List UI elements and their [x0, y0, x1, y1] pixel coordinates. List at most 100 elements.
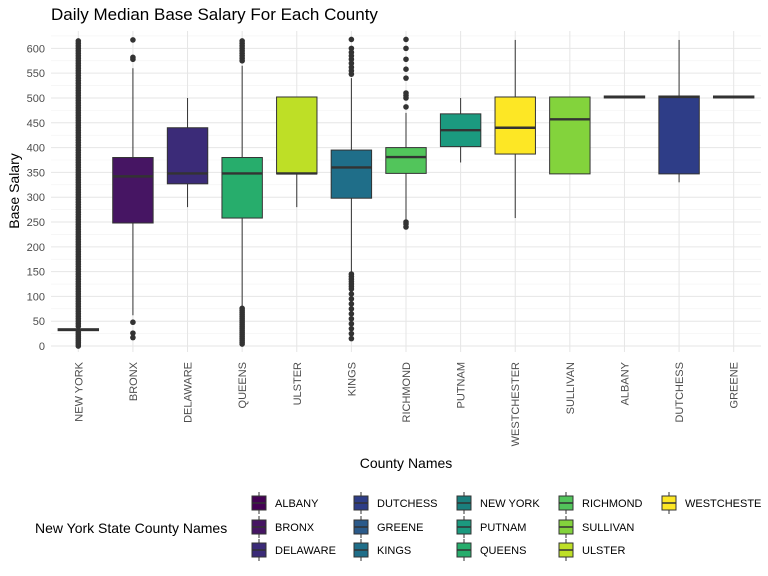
outlier-point — [403, 56, 409, 63]
y-tick-label: 250 — [27, 217, 45, 229]
outlier-point — [75, 329, 82, 335]
legend-item: DELAWARE — [251, 539, 336, 561]
x-tick-label: GREENE — [729, 362, 741, 408]
x-tick-label: KINGS — [346, 362, 358, 396]
box-iqr — [385, 147, 427, 174]
legend: ALBANY BRONX DELAWARE DUTCHESS GREENE KINGS NE… — [251, 492, 761, 561]
x-axis-ticks: NEW YORK BRONX DELAWARE QUEENS ULSTER KINGS RI… — [73, 361, 740, 446]
x-tick-label: WESTCHESTER — [510, 362, 522, 446]
outlier-point — [130, 330, 136, 336]
outlier-point — [130, 334, 136, 341]
legend-label: BRONX — [275, 522, 315, 534]
legend-label: QUEENS — [480, 545, 526, 557]
outlier-point — [348, 325, 355, 332]
legend-item: PUTNAM — [456, 516, 526, 538]
box-albany — [603, 95, 646, 99]
legend-item: BRONX — [251, 516, 315, 538]
outlier-point — [348, 306, 355, 312]
y-tick-label: 100 — [27, 291, 45, 303]
outlier-point — [130, 37, 136, 43]
y-tick-label: 600 — [27, 43, 45, 55]
outlier-point — [348, 335, 355, 342]
outlier-point — [403, 75, 409, 81]
y-tick-label: 150 — [27, 267, 45, 279]
outlier-point — [348, 296, 355, 302]
box-dutchess — [658, 39, 700, 183]
grid — [51, 31, 761, 352]
box-iqr — [221, 157, 263, 219]
outlier-point — [239, 38, 245, 44]
x-tick-label: DUTCHESS — [674, 362, 686, 423]
box-westchester — [494, 39, 536, 219]
y-tick-label: 200 — [27, 242, 45, 254]
y-tick-label: 300 — [27, 192, 45, 204]
outlier-point — [348, 271, 355, 277]
legend-item: GREENE — [353, 516, 423, 538]
box-iqr — [658, 95, 700, 175]
outlier-point — [403, 219, 409, 225]
legend-title: New York State County Names — [35, 520, 227, 536]
outlier-point — [130, 319, 136, 326]
x-tick-label: BRONX — [128, 361, 140, 401]
outlier-point — [348, 291, 355, 297]
legend-label: DUTCHESS — [377, 498, 438, 510]
outlier-point — [403, 90, 409, 96]
legend-item: DUTCHESS — [353, 492, 438, 514]
y-tick-label: 500 — [27, 93, 45, 105]
legend-item: ALBANY — [251, 492, 319, 514]
legend-label: WESTCHESTE — [685, 498, 761, 510]
box-sullivan — [549, 96, 591, 175]
outlier-point — [239, 305, 245, 312]
outlier-point — [403, 36, 409, 43]
legend-item: QUEENS — [456, 539, 526, 561]
box-queens — [221, 38, 263, 347]
legend-item: ULSTER — [558, 539, 625, 561]
box-bronx — [112, 37, 154, 341]
x-tick-label: NEW YORK — [73, 361, 85, 421]
box-putnam — [439, 97, 482, 163]
outlier-point — [348, 315, 355, 322]
box-iqr — [330, 149, 373, 199]
y-tick-label: 350 — [27, 167, 45, 179]
legend-label: PUTNAM — [480, 522, 526, 534]
legend-label: GREENE — [377, 522, 423, 534]
box-iqr — [549, 96, 591, 175]
chart-title: Daily Median Base Salary For Each County — [51, 5, 378, 24]
legend-label: ULSTER — [582, 545, 625, 557]
outlier-point — [403, 104, 409, 110]
boxes — [57, 36, 755, 349]
outlier-point — [348, 45, 355, 52]
legend-item: NEW YORK — [456, 492, 540, 514]
y-tick-label: 550 — [27, 68, 45, 80]
outlier-point — [403, 66, 409, 73]
outlier-point — [348, 60, 355, 67]
box-ulster — [276, 96, 318, 208]
y-tick-label: 0 — [39, 341, 45, 353]
box-iqr — [166, 127, 209, 185]
legend-label: RICHMOND — [582, 498, 643, 510]
outlier-point — [348, 49, 355, 56]
x-tick-label: ALBANY — [619, 361, 631, 405]
x-tick-label: RICHMOND — [401, 362, 413, 423]
box-iqr — [276, 96, 318, 175]
x-tick-label: SULLIVAN — [565, 362, 577, 414]
box-delaware — [166, 97, 209, 208]
box-new-york — [57, 38, 100, 349]
legend-item: RICHMOND — [558, 492, 643, 514]
legend-item: KINGS — [353, 539, 411, 561]
y-tick-label: 450 — [27, 118, 45, 130]
legend-item: WESTCHESTE — [661, 492, 761, 514]
y-tick-label: 400 — [27, 143, 45, 155]
outlier-point — [348, 36, 355, 43]
legend-label: ALBANY — [275, 498, 319, 510]
legend-item: SULLIVAN — [558, 516, 634, 538]
box-iqr — [112, 157, 154, 224]
outlier-point — [348, 330, 355, 337]
outlier-point — [348, 301, 355, 307]
legend-label: SULLIVAN — [582, 522, 634, 534]
outlier-point — [75, 38, 82, 44]
x-tick-label: QUEENS — [237, 362, 249, 408]
outlier-point — [348, 310, 355, 317]
box-greene — [712, 95, 755, 99]
